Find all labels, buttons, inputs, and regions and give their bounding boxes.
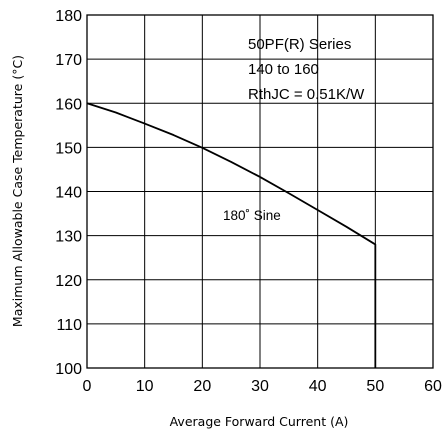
series-line-0 [86, 102, 377, 368]
x-tick-label-5: 50 [366, 378, 384, 395]
y-tick-label-5: 150 [55, 140, 82, 157]
x-tick-label-4: 40 [309, 378, 327, 395]
x-tick-label-0: 0 [83, 378, 92, 395]
x-tick-label-1: 10 [136, 378, 154, 395]
y-tick-label-0: 100 [55, 361, 82, 378]
y-tick-label-4: 140 [55, 185, 82, 202]
x-tick-label-2: 20 [193, 378, 211, 395]
plot-frame [86, 14, 434, 369]
y-tick-label-2: 120 [55, 273, 82, 290]
y-tick-label-7: 170 [55, 52, 82, 69]
y-tick-label-6: 160 [55, 96, 82, 113]
y-tick-labels: 100 110 120 130 140 150 160 170 180 [55, 8, 82, 378]
grid-lines [87, 15, 433, 368]
x-axis-label: Average Forward Current (A) [170, 414, 349, 429]
y-axis-label: Maximum Allowable Case Temperature (°C) [10, 55, 25, 327]
x-tick-label-3: 30 [251, 378, 269, 395]
curve-label: 180˚ Sine [223, 208, 281, 223]
x-tick-labels: 0 10 20 30 40 50 60 [83, 378, 442, 395]
y-tick-label-3: 130 [55, 229, 82, 246]
series-group [86, 102, 377, 368]
y-tick-label-1: 110 [56, 317, 82, 334]
x-tick-label-6: 60 [424, 378, 442, 395]
annotation-range: 140 to 160 [248, 61, 319, 78]
y-tick-label-8: 180 [55, 8, 82, 25]
annotation-rth: RthJC = 0.51K/W [248, 86, 365, 103]
annotation-series-title: 50PF(R) Series [248, 36, 351, 53]
